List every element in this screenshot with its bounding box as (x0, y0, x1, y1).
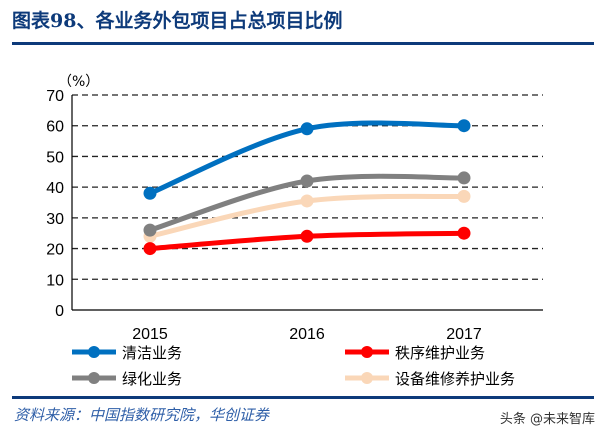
y-tick-label: 20 (46, 242, 64, 259)
legend-label: 绿化业务 (122, 370, 182, 388)
data-point (143, 242, 157, 256)
footer-rule (12, 396, 594, 399)
figure-title: 图表98、各业务外包项目占总项目比例 (12, 10, 343, 32)
data-point (300, 174, 314, 188)
data-point (457, 189, 471, 203)
x-tick-label: 2017 (446, 326, 482, 343)
data-point (143, 223, 157, 237)
y-tick-label: 30 (46, 211, 64, 228)
data-point (300, 229, 314, 243)
data-point (457, 226, 471, 240)
legend-swatch-marker (361, 346, 373, 358)
y-tick-label: 0 (55, 303, 64, 320)
y-tick-label: 10 (46, 272, 64, 289)
data-point (457, 119, 471, 133)
x-tick-label: 2016 (289, 326, 325, 343)
y-tick-label: 40 (46, 180, 64, 197)
source-note: 资料来源：中国指数研究院，华创证券 (14, 406, 270, 424)
y-tick-label: 70 (46, 88, 64, 105)
legend-swatch-marker (88, 372, 100, 384)
title-rule (12, 42, 594, 45)
legend-label: 设备维修养护业务 (395, 370, 515, 388)
legend-label: 秩序维护业务 (395, 344, 485, 362)
legend-label: 清洁业务 (122, 344, 182, 362)
y-tick-label: 50 (46, 149, 64, 166)
legend-swatch-marker (88, 346, 100, 358)
watermark: 头条 @未来智库 (499, 412, 595, 427)
y-axis-unit: （%） (58, 74, 99, 90)
legend-swatch-marker (361, 372, 373, 384)
data-point (300, 122, 314, 136)
data-point (457, 171, 471, 185)
y-tick-label: 60 (46, 119, 64, 136)
data-point (143, 186, 157, 200)
x-tick-label: 2015 (132, 326, 168, 343)
data-point (300, 194, 314, 208)
